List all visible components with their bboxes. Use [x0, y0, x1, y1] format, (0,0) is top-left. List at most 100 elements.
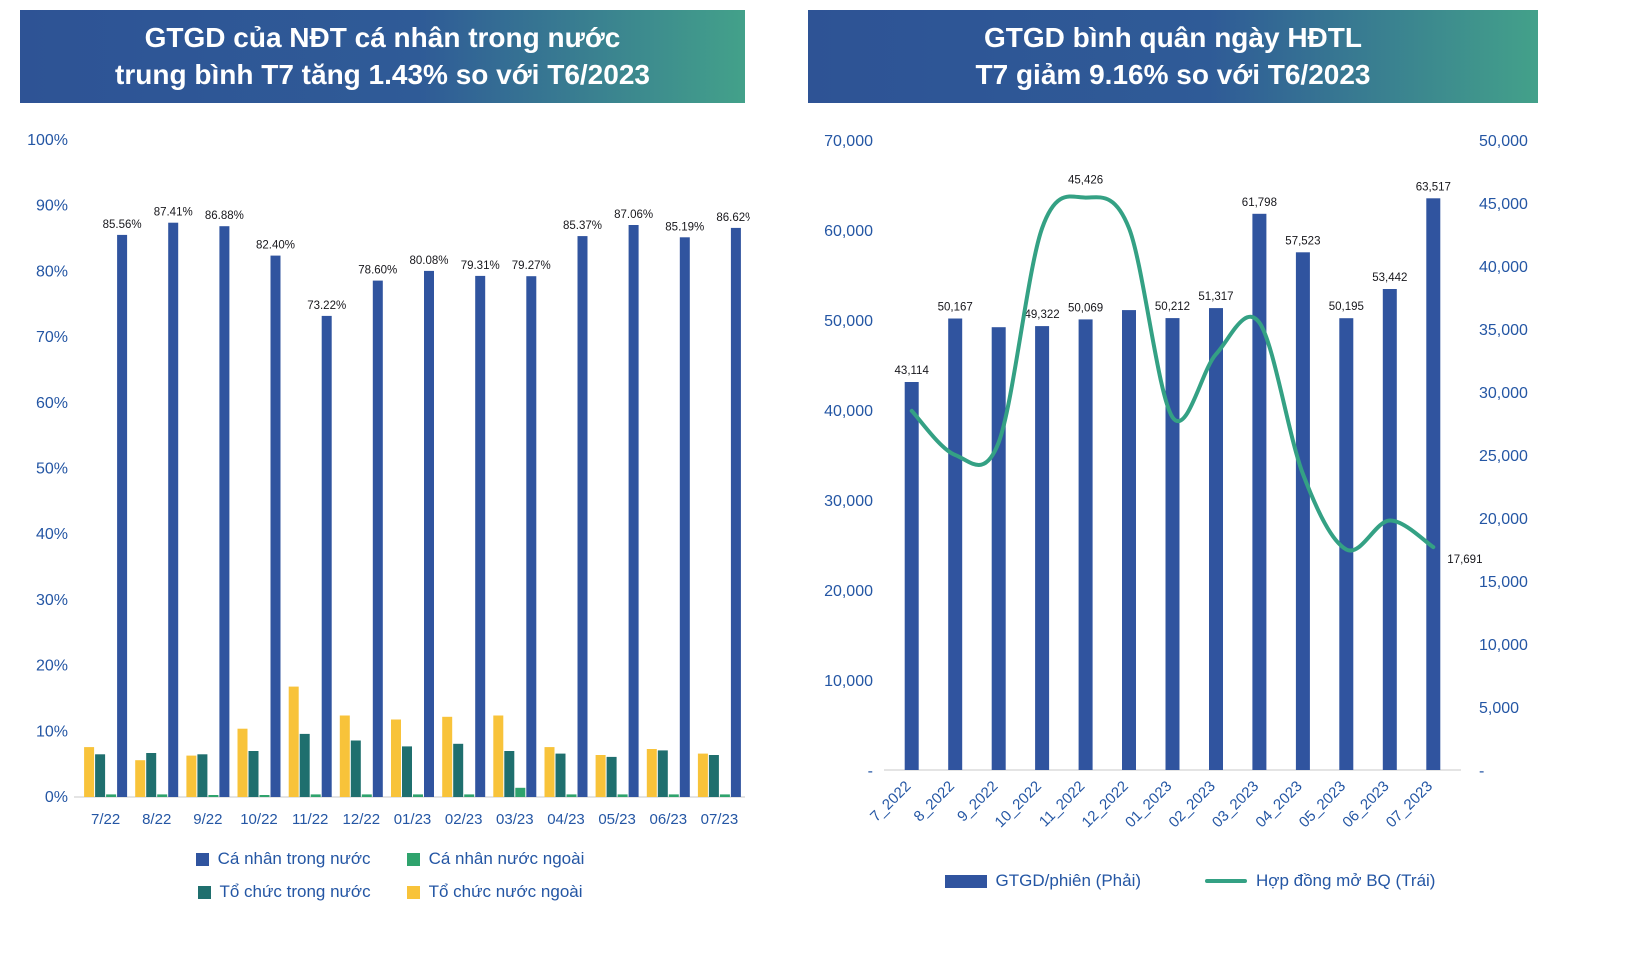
- right-axis-tick-label: 15,000: [1479, 574, 1528, 591]
- x-axis-category-label: 01_2023: [1122, 778, 1175, 831]
- bar-ca_nhan_trong_nuoc: [475, 275, 486, 797]
- x-axis-category-label: 03_2023: [1209, 778, 1262, 831]
- bar-value-label: 43,114: [895, 365, 930, 377]
- chart-panel-domestic-investors: GTGD của NĐT cá nhân trong nước trung bì…: [20, 10, 760, 915]
- right-axis-tick-label: 20,000: [1479, 511, 1528, 528]
- x-axis-category-label: 9/22: [193, 811, 222, 828]
- bar-ca_nhan_trong_nuoc: [577, 236, 588, 798]
- x-axis-category-label: 7/22: [91, 811, 120, 828]
- bar-value-label: 85.37%: [563, 220, 602, 232]
- bar-ca_nhan_trong_nuoc: [321, 315, 332, 797]
- right-axis-tick-label: 10,000: [1479, 637, 1528, 654]
- bar-value-label: 57,523: [1285, 235, 1320, 247]
- bar-ca_nhan_trong_nuoc: [117, 234, 128, 797]
- bar-ca_nhan_trong_nuoc: [219, 226, 230, 797]
- x-axis-category-label: 06_2023: [1339, 778, 1392, 831]
- bar-to_chuc_trong_nuoc: [708, 755, 719, 797]
- x-axis-category-label: 10/22: [240, 811, 278, 828]
- legend-item: Hợp đồng mở BQ (Trái): [1205, 871, 1435, 891]
- bar-ca_nhan_nuoc_ngoai: [413, 794, 423, 797]
- bar-ca_nhan_trong_nuoc: [424, 270, 434, 797]
- bar-ca_nhan_trong_nuoc: [730, 227, 741, 797]
- bar-gtgd-phien: [991, 327, 1006, 770]
- legend-swatch-icon: [1205, 879, 1248, 883]
- x-axis-category-label: 05/23: [598, 811, 636, 828]
- bar-value-label: 50,212: [1155, 301, 1190, 313]
- x-axis-category-label: 12_2022: [1079, 778, 1132, 831]
- y-axis-tick-label: 90%: [36, 198, 68, 215]
- y-axis-tick-label: 20%: [36, 658, 68, 675]
- legend-row: Cá nhân trong nước Cá nhân nước ngoài: [20, 849, 760, 869]
- chart-panel-futures: GTGD bình quân ngày HĐTL T7 giảm 9.16% s…: [805, 10, 1575, 891]
- bar-to_chuc_nuoc_ngoai: [84, 747, 95, 797]
- bar-value-label: 51,317: [1198, 291, 1233, 303]
- bar-gtgd-phien: [1339, 318, 1354, 770]
- x-axis-category-label: 8/22: [142, 811, 171, 828]
- bar-value-label: 86.62%: [716, 212, 750, 224]
- grouped-bar-chart-svg: 100% 90% 80% 70% 60% 50% 40% 30% 20% 10% 0% 85.56% 7…: [27, 132, 750, 828]
- legend-item: Cá nhân nước ngoài: [406, 849, 585, 869]
- bar-value-label: 79.27%: [512, 260, 551, 272]
- chart-title-left-line1: GTGD của NĐT cá nhân trong nước: [144, 21, 621, 53]
- bar-to_chuc_trong_nuoc: [555, 753, 566, 797]
- legend-label: Cá nhân nước ngoài: [428, 849, 585, 868]
- bar-value-label: 85.19%: [665, 221, 704, 233]
- x-axis-category-label: 04_2023: [1252, 778, 1305, 831]
- bar-value-label: 86.88%: [205, 210, 244, 222]
- chart-title-banner-right: GTGD bình quân ngày HĐTL T7 giảm 9.16% s…: [808, 10, 1538, 103]
- bar-value-label: 78.60%: [358, 265, 397, 277]
- bar-to_chuc_nuoc_ngoai: [237, 728, 248, 797]
- bar-gtgd-phien: [1035, 326, 1050, 770]
- right-axis-tick-label: 35,000: [1479, 322, 1528, 339]
- line-value-label: 45,426: [1068, 175, 1103, 187]
- bar-ca_nhan_trong_nuoc: [270, 255, 281, 798]
- legend-swatch-icon: [406, 852, 420, 866]
- x-axis-category-label: 02_2023: [1166, 778, 1219, 831]
- bar-gtgd-phien: [1295, 252, 1310, 771]
- left-axis-tick-label: -: [868, 763, 873, 780]
- bar-gtgd-phien: [904, 382, 919, 770]
- bar-to_chuc_trong_nuoc: [402, 746, 412, 797]
- bar-ca_nhan_trong_nuoc: [168, 222, 179, 797]
- chart-title-right-line2: T7 giảm 9.16% so với T6/2023: [975, 58, 1371, 90]
- bar-ca_nhan_nuoc_ngoai: [566, 794, 577, 797]
- bar-gtgd-phien: [1252, 213, 1267, 771]
- legend-label: Hợp đồng mở BQ (Trái): [1256, 871, 1436, 890]
- legend-swatch-icon: [944, 874, 987, 888]
- bar-value-label: 87.41%: [154, 207, 193, 219]
- left-axis-tick-label: 20,000: [824, 583, 873, 600]
- bar-value-label: 85.56%: [103, 219, 142, 231]
- legend-swatch-icon: [195, 852, 209, 866]
- bar-to_chuc_trong_nuoc: [95, 754, 106, 797]
- right-axis-tick-label: 5,000: [1479, 700, 1519, 717]
- bar-to_chuc_nuoc_ngoai: [186, 755, 197, 797]
- bar-ca_nhan_trong_nuoc: [628, 225, 639, 797]
- bar-value-label: 73.22%: [307, 300, 346, 312]
- bar-gtgd-phien: [1122, 310, 1136, 770]
- bar-to_chuc_trong_nuoc: [350, 740, 361, 797]
- bar-value-label: 80.08%: [409, 255, 448, 267]
- bar-ca_nhan_nuoc_ngoai: [208, 795, 219, 797]
- bar-value-label: 50,195: [1329, 301, 1364, 313]
- y-axis-tick-label: 80%: [36, 263, 68, 280]
- bar-to_chuc_trong_nuoc: [453, 743, 464, 797]
- bar-value-label: 79.31%: [461, 260, 500, 272]
- bar-value-label: 61,798: [1242, 197, 1277, 209]
- x-axis-category-label: 7_2022: [867, 778, 914, 825]
- bar-ca_nhan_nuoc_ngoai: [719, 794, 730, 797]
- bar-ca_nhan_trong_nuoc: [372, 280, 383, 798]
- x-axis-category-label: 06/23: [650, 811, 688, 828]
- bar-gtgd-phien: [1209, 308, 1223, 770]
- left-axis-tick-label: 30,000: [824, 493, 873, 510]
- legend-label: Cá nhân trong nước: [217, 849, 371, 868]
- legend-row: Tổ chức trong nước Tổ chức nước ngoài: [20, 882, 760, 902]
- right-axis-tick-label: 50,000: [1479, 133, 1528, 150]
- y-axis-tick-label: 60%: [36, 395, 68, 412]
- bar-ca_nhan_nuoc_ngoai: [668, 794, 679, 797]
- bar-value-label: 63,517: [1416, 181, 1451, 193]
- legend-right: GTGD/phiên (Phải) Hợp đồng mở BQ (Trái): [805, 871, 1575, 891]
- bar-line-chart-svg: 70,000 60,000 50,000 40,000 30,000 20,000 10,0…: [824, 133, 1528, 831]
- y-axis-tick-label: 10%: [36, 723, 68, 740]
- left-axis-tick-label: 10,000: [824, 673, 873, 690]
- bar-value-label: 87.06%: [614, 209, 653, 221]
